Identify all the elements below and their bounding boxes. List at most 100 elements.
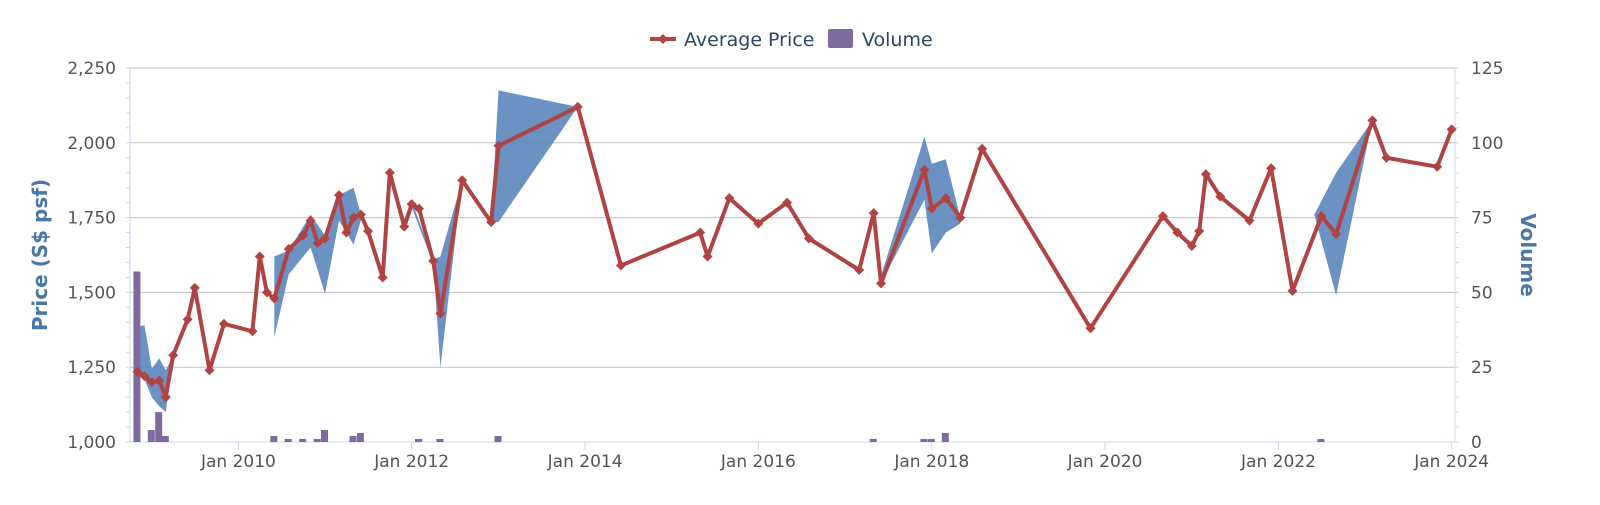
- x-tick-label: Jan 2018: [893, 452, 969, 472]
- volume-bar: [133, 271, 141, 442]
- volume-bar: [313, 439, 321, 442]
- average-price-point: [457, 175, 468, 186]
- average-price-point: [926, 203, 937, 214]
- y-right-tick-label: 75: [1471, 209, 1493, 229]
- average-price-point: [868, 208, 879, 219]
- average-price-point: [1157, 211, 1168, 222]
- average-price-point: [1200, 169, 1211, 180]
- y-right-axis-title: Volume: [1516, 213, 1540, 297]
- legend-diamond-marker: [658, 34, 668, 44]
- average-price-line: [136, 104, 1454, 400]
- y-right-tick-label: 0: [1471, 433, 1482, 453]
- average-price-point: [695, 227, 706, 238]
- legend: Average Price Volume: [650, 29, 933, 51]
- average-price-point: [435, 308, 446, 319]
- average-price-point: [160, 392, 171, 403]
- average-price-point: [312, 238, 323, 249]
- y-right-tick-label: 25: [1471, 358, 1493, 378]
- average-price-point: [940, 193, 951, 204]
- average-price-point: [1244, 215, 1255, 226]
- average-price-point: [572, 101, 583, 112]
- volume-bar: [920, 439, 928, 442]
- average-price-point: [702, 251, 713, 262]
- average-price-point: [341, 227, 352, 238]
- volume-bar: [436, 439, 444, 442]
- legend-label: Average Price: [684, 29, 814, 51]
- average-price-point: [320, 233, 331, 244]
- price-range-area: [491, 90, 578, 223]
- axis-layer: 1,000 1,250 1,500 1,750 2,000 2,250 0 25 50 75 100…: [28, 59, 1540, 472]
- volume-bar: [356, 433, 364, 442]
- average-price-point: [218, 318, 229, 329]
- average-price-point: [428, 255, 439, 266]
- y-left-tick-label: 1,000: [67, 433, 116, 453]
- average-price-point: [724, 193, 735, 204]
- average-price-point: [919, 164, 930, 175]
- volume-bar: [927, 439, 935, 442]
- volume-bar: [284, 439, 292, 442]
- volume-bar: [349, 436, 357, 442]
- y-left-axis-title: Price (S$ psf): [28, 179, 52, 331]
- average-price-point: [1085, 323, 1096, 334]
- volume-bar: [270, 436, 278, 442]
- average-price-point: [146, 377, 157, 388]
- average-price-point: [1194, 226, 1205, 237]
- average-price-point: [977, 143, 988, 154]
- y-right-tick-label: 50: [1471, 283, 1493, 303]
- average-price-point: [189, 282, 200, 293]
- volume-bar: [155, 412, 163, 442]
- average-price-point: [1266, 163, 1277, 174]
- average-price-point: [1367, 115, 1378, 126]
- y-left-tick-label: 1,250: [67, 358, 116, 378]
- average-price-point: [399, 221, 410, 232]
- y-left-tick-label: 1,750: [67, 209, 116, 229]
- y-right-tick-label: 125: [1471, 59, 1503, 79]
- average-price-point: [298, 230, 309, 241]
- average-price-point: [955, 212, 966, 223]
- x-tick-label: Jan 2022: [1240, 452, 1316, 472]
- average-price-point: [139, 371, 150, 382]
- average-price-point: [204, 365, 215, 376]
- average-price-point: [1432, 161, 1443, 172]
- x-tick-label: Jan 2016: [720, 452, 796, 472]
- average-price-point: [406, 199, 417, 210]
- volume-bar: [161, 436, 169, 442]
- average-price-point: [1446, 124, 1457, 135]
- x-tick-label: Jan 2012: [373, 452, 449, 472]
- average-price-point: [615, 260, 626, 271]
- average-price-point: [414, 203, 425, 214]
- legend-square-swatch: [828, 29, 853, 48]
- average-price-point: [182, 314, 193, 325]
- average-price-point: [1287, 285, 1298, 296]
- y-left-tick-label: 1,500: [67, 283, 116, 303]
- volume-bar: [147, 430, 155, 442]
- average-price-point: [283, 244, 294, 255]
- average-price-point: [384, 167, 395, 178]
- volume-bar: [494, 436, 502, 442]
- x-tick-label: Jan 2010: [200, 452, 276, 472]
- volume-bars-layer: [133, 271, 1325, 442]
- price-range-area: [881, 136, 961, 284]
- average-price-point: [269, 293, 280, 304]
- average-price-point: [876, 278, 887, 289]
- average-price-point: [1316, 211, 1327, 222]
- average-price-point: [154, 375, 165, 386]
- average-price-point: [334, 190, 345, 201]
- y-right-tick-label: 100: [1471, 134, 1503, 154]
- price-range-area: [274, 187, 361, 338]
- average-price-layer: [132, 101, 1457, 403]
- average-price-point: [1381, 152, 1392, 163]
- average-price-point: [377, 272, 388, 283]
- average-price-point: [261, 287, 272, 298]
- average-price-point: [1186, 241, 1197, 252]
- price-range-layer: [137, 90, 1373, 413]
- average-price-point: [168, 350, 179, 361]
- average-price-point: [803, 233, 814, 244]
- average-price-point: [247, 326, 258, 337]
- legend-label: Volume: [862, 29, 933, 51]
- average-price-point: [753, 218, 764, 229]
- x-tick-label: Jan 2014: [547, 452, 623, 472]
- average-price-point: [493, 140, 504, 151]
